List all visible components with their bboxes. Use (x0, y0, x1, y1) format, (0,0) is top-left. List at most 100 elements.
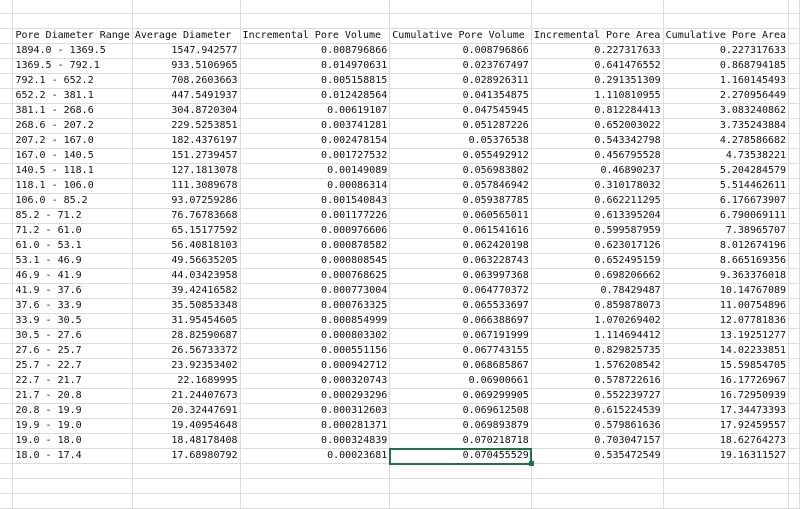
data-cell[interactable]: 65.15177592 (132, 223, 241, 239)
data-cell[interactable]: 3.735243884 (663, 118, 790, 134)
data-cell[interactable]: 0.002478154 (240, 133, 391, 149)
empty-cell[interactable] (132, 13, 241, 29)
data-cell[interactable]: 16.17726967 (663, 373, 790, 389)
empty-cell[interactable] (240, 493, 391, 509)
empty-cell[interactable] (0, 43, 14, 59)
data-cell[interactable]: 0.001727532 (240, 148, 391, 164)
empty-cell[interactable] (0, 103, 14, 119)
data-cell[interactable]: 207.2 - 167.0 (12, 133, 133, 149)
data-cell[interactable]: 0.46890237 (531, 163, 664, 179)
data-cell[interactable]: 10.14767089 (663, 283, 790, 299)
empty-cell[interactable] (788, 493, 800, 509)
data-cell[interactable]: 0.000293296 (240, 388, 391, 404)
data-cell[interactable]: 4.73538221 (663, 148, 790, 164)
empty-cell[interactable] (788, 58, 800, 74)
empty-cell[interactable] (788, 13, 800, 29)
data-cell[interactable]: 0.003741281 (240, 118, 391, 134)
empty-cell[interactable] (788, 118, 800, 134)
empty-cell[interactable] (0, 343, 14, 359)
empty-cell[interactable] (531, 493, 664, 509)
empty-cell[interactable] (788, 178, 800, 194)
empty-cell[interactable] (788, 133, 800, 149)
empty-cell[interactable] (0, 28, 14, 44)
empty-cell[interactable] (0, 73, 14, 89)
data-cell[interactable]: 4.278586682 (663, 133, 790, 149)
empty-cell[interactable] (0, 88, 14, 104)
empty-cell[interactable] (788, 88, 800, 104)
data-cell[interactable]: 106.0 - 85.2 (12, 193, 133, 209)
data-cell[interactable]: 0.064770372 (389, 283, 532, 299)
data-cell[interactable]: 0.051287226 (389, 118, 532, 134)
data-cell[interactable]: 0.599587959 (531, 223, 664, 239)
data-cell[interactable]: 0.000854999 (240, 313, 391, 329)
data-cell[interactable]: 1.160145493 (663, 73, 790, 89)
data-cell[interactable]: 0.00023681 (240, 448, 391, 464)
data-cell[interactable]: 19.0 - 18.0 (12, 433, 133, 449)
data-cell[interactable]: 447.5491937 (132, 88, 241, 104)
empty-cell[interactable] (0, 193, 14, 209)
data-cell[interactable]: 792.1 - 652.2 (12, 73, 133, 89)
data-cell[interactable]: 0.000808545 (240, 253, 391, 269)
data-cell[interactable]: 76.76783668 (132, 208, 241, 224)
data-cell[interactable]: 0.000324839 (240, 433, 391, 449)
empty-cell[interactable] (0, 178, 14, 194)
data-cell[interactable]: 0.456795528 (531, 148, 664, 164)
data-cell[interactable]: 0.227317633 (531, 43, 664, 59)
empty-cell[interactable] (0, 403, 14, 419)
empty-cell[interactable] (788, 103, 800, 119)
data-cell[interactable]: 0.000551156 (240, 343, 391, 359)
empty-cell[interactable] (12, 13, 133, 29)
data-cell[interactable]: 0.069299905 (389, 388, 532, 404)
empty-cell[interactable] (788, 433, 800, 449)
empty-cell[interactable] (788, 28, 800, 44)
empty-cell[interactable] (788, 313, 800, 329)
data-cell[interactable]: 0.000803302 (240, 328, 391, 344)
data-cell[interactable]: 85.2 - 71.2 (12, 208, 133, 224)
data-cell[interactable]: 1.114694412 (531, 328, 664, 344)
data-cell[interactable]: 5.204284579 (663, 163, 790, 179)
data-cell[interactable]: 0.623017126 (531, 238, 664, 254)
column-header-cell[interactable]: Pore Diameter Range (12, 28, 133, 44)
empty-cell[interactable] (0, 418, 14, 434)
empty-cell[interactable] (12, 478, 133, 494)
data-cell[interactable]: 19.9 - 19.0 (12, 418, 133, 434)
data-cell[interactable]: 19.40954648 (132, 418, 241, 434)
data-cell[interactable]: 44.03423958 (132, 268, 241, 284)
data-cell[interactable]: 6.176673907 (663, 193, 790, 209)
data-cell[interactable]: 0.000763325 (240, 298, 391, 314)
empty-cell[interactable] (0, 328, 14, 344)
empty-cell[interactable] (389, 478, 532, 494)
empty-cell[interactable] (0, 463, 14, 479)
data-cell[interactable]: 652.2 - 381.1 (12, 88, 133, 104)
empty-cell[interactable] (0, 283, 14, 299)
empty-cell[interactable] (663, 493, 790, 509)
empty-cell[interactable] (788, 403, 800, 419)
data-cell[interactable]: 16.72950939 (663, 388, 790, 404)
data-cell[interactable]: 0.056983802 (389, 163, 532, 179)
data-cell[interactable]: 0.069893879 (389, 418, 532, 434)
data-cell[interactable]: 0.069612508 (389, 403, 532, 419)
empty-cell[interactable] (788, 208, 800, 224)
data-cell[interactable]: 3.083240862 (663, 103, 790, 119)
data-cell[interactable]: 0.066388697 (389, 313, 532, 329)
data-cell[interactable]: 167.0 - 140.5 (12, 148, 133, 164)
data-cell[interactable]: 39.42416582 (132, 283, 241, 299)
data-cell[interactable]: 18.0 - 17.4 (12, 448, 133, 464)
data-cell[interactable]: 17.92459557 (663, 418, 790, 434)
empty-cell[interactable] (0, 133, 14, 149)
data-cell[interactable]: 0.067191999 (389, 328, 532, 344)
data-cell[interactable]: 1.110810955 (531, 88, 664, 104)
data-cell[interactable]: 0.000976606 (240, 223, 391, 239)
data-cell[interactable]: 18.48178408 (132, 433, 241, 449)
data-cell[interactable]: 0.000878582 (240, 238, 391, 254)
data-cell[interactable]: 61.0 - 53.1 (12, 238, 133, 254)
data-cell[interactable]: 15.59854705 (663, 358, 790, 374)
column-header-cell[interactable]: Incremental Pore Volume (240, 28, 391, 44)
empty-cell[interactable] (0, 13, 14, 29)
data-cell[interactable]: 0.00086314 (240, 178, 391, 194)
data-cell[interactable]: 0.008796866 (389, 43, 532, 59)
column-header-cell[interactable]: Average Diameter (132, 28, 241, 44)
data-cell[interactable]: 71.2 - 61.0 (12, 223, 133, 239)
data-cell[interactable]: 0.652495159 (531, 253, 664, 269)
data-cell[interactable]: 0.552239727 (531, 388, 664, 404)
